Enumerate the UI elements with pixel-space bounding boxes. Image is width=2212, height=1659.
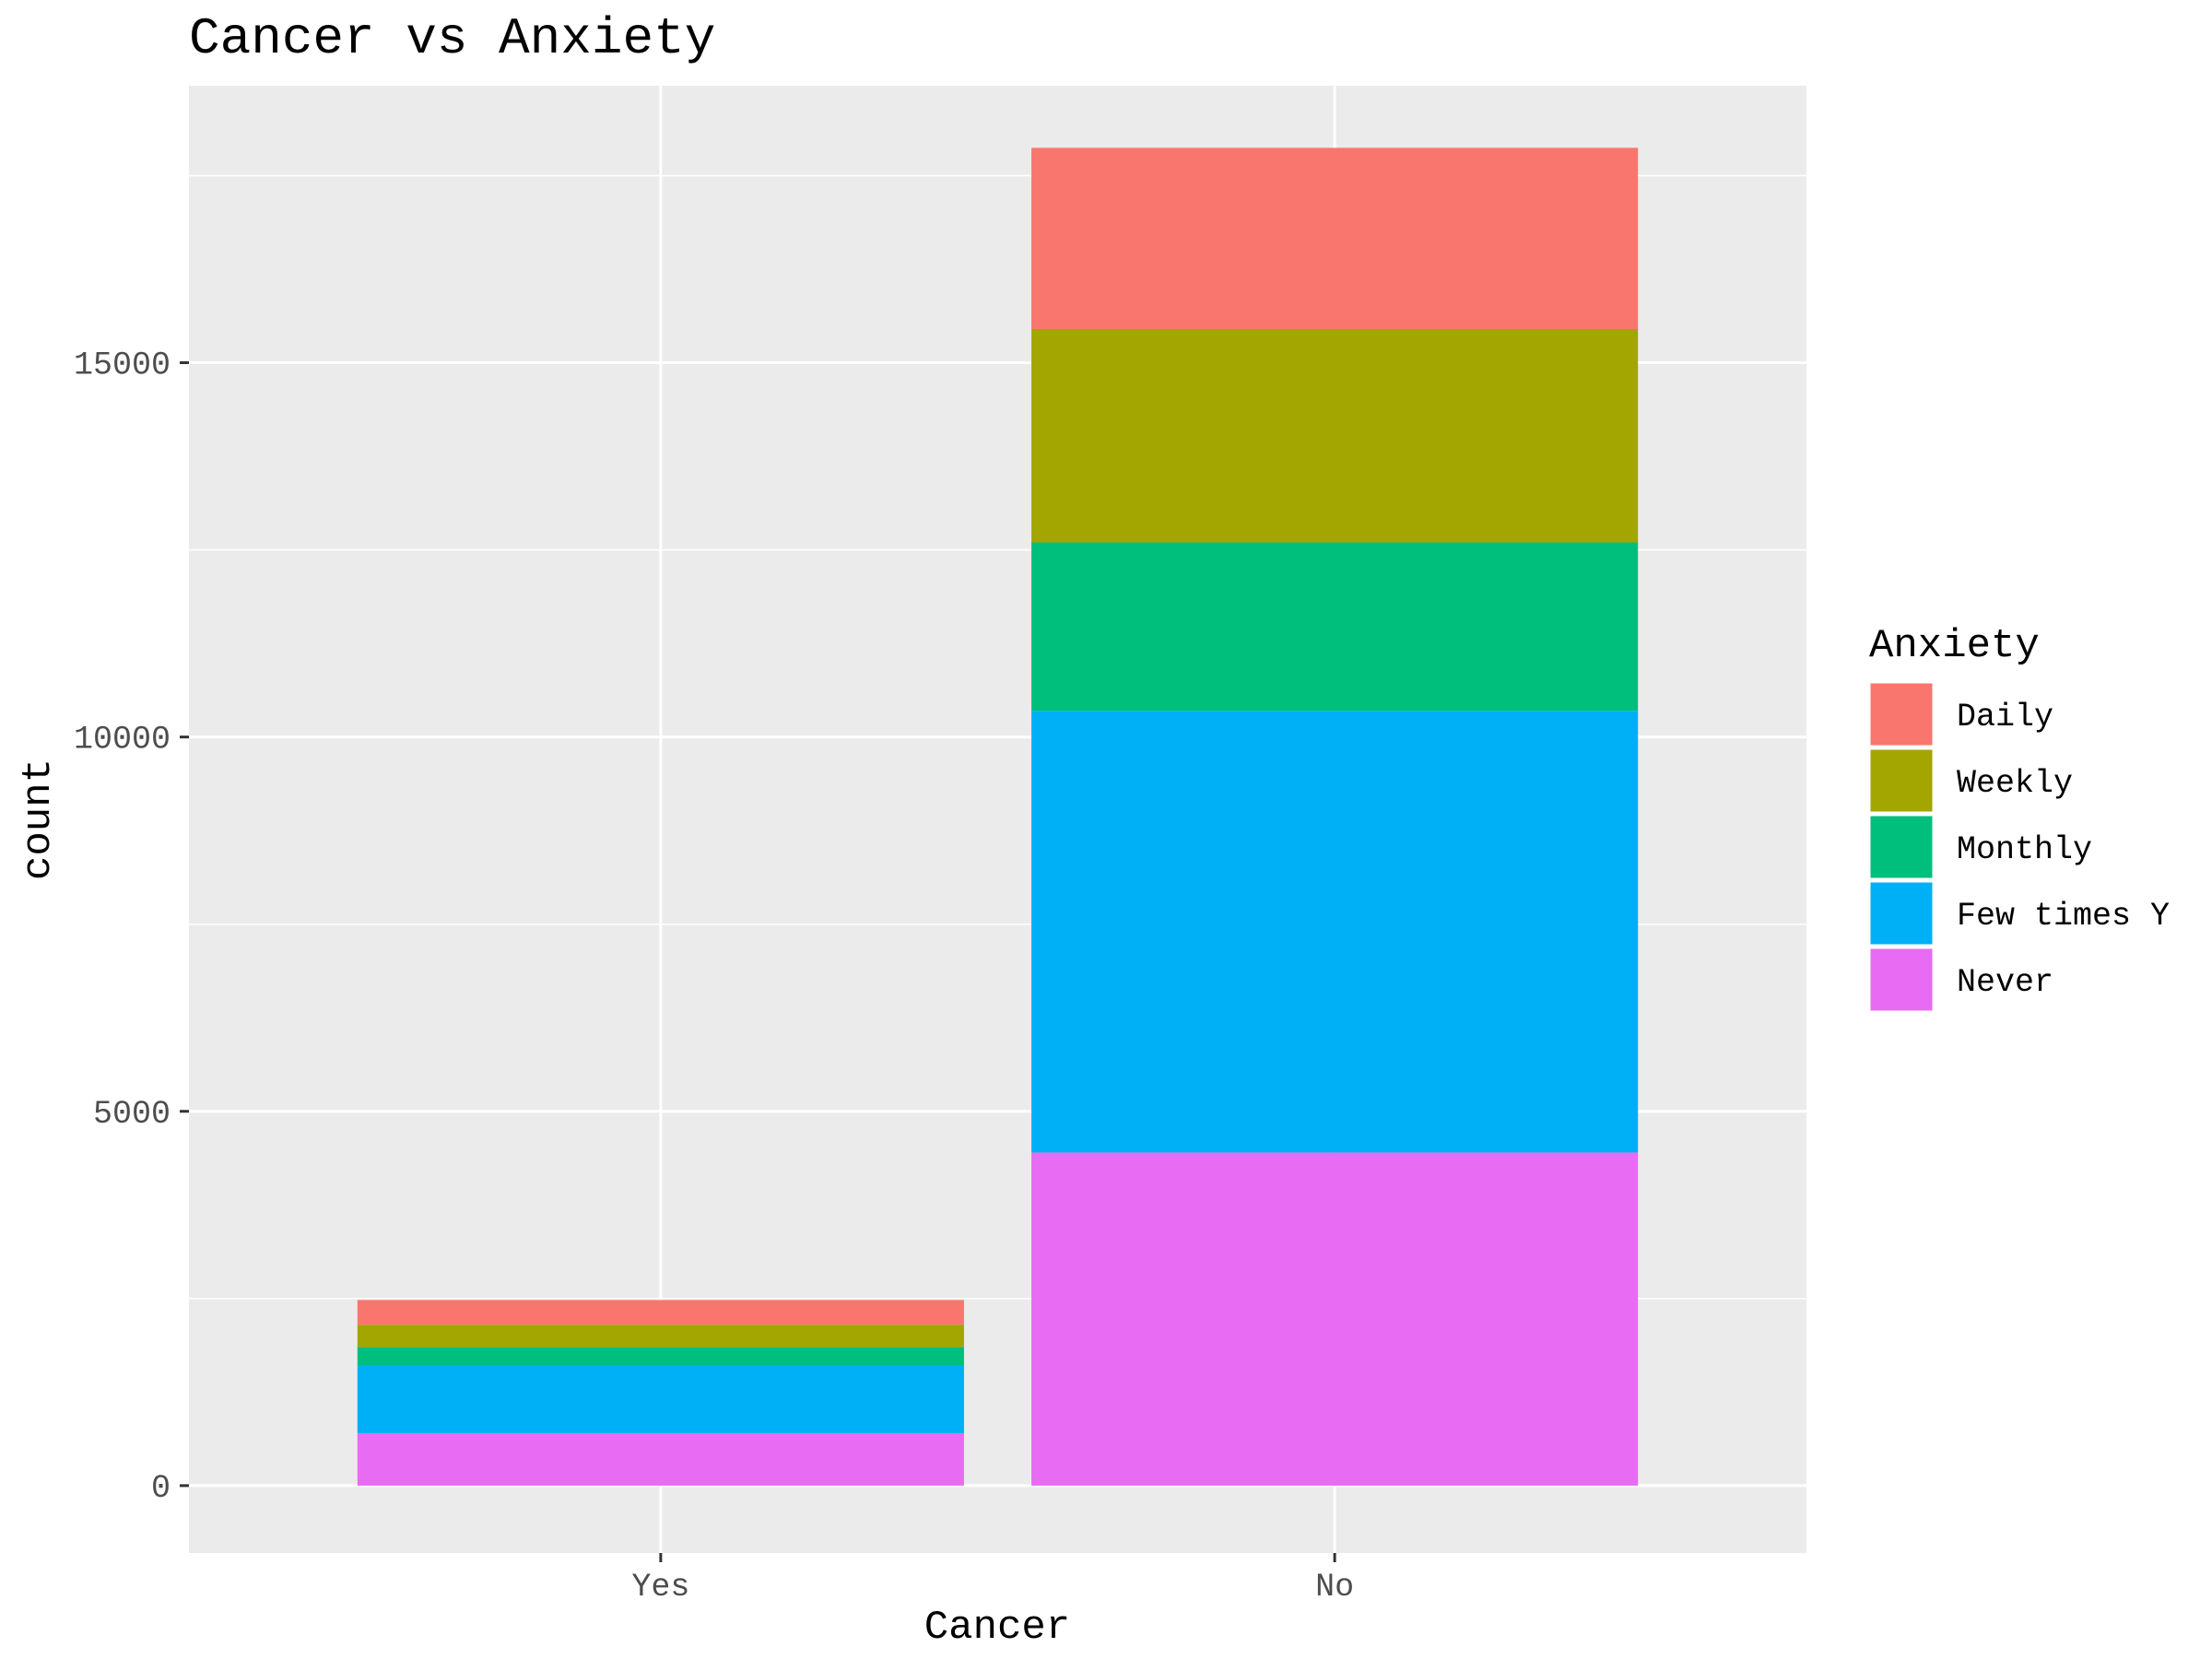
x-axis-title: Cancer: [924, 1605, 1070, 1651]
y-tick-label: 15000: [74, 347, 171, 384]
y-tick-label: 0: [151, 1470, 171, 1507]
x-tick-label: Yes: [631, 1569, 689, 1606]
legend-label: Never: [1957, 964, 2053, 1001]
legend-title: Anxiety: [1869, 623, 2040, 669]
y-axis-title: count: [16, 759, 62, 880]
legend-key-weekly: [1867, 747, 1936, 815]
y-tick-label: 10000: [74, 722, 171, 759]
legend-label: Daily: [1957, 699, 2053, 735]
x-axis: Yes No: [631, 1553, 1354, 1606]
y-tick-label: 5000: [93, 1096, 171, 1133]
y-axis: 0 5000 10000 15000: [74, 347, 189, 1507]
x-tick-label: No: [1315, 1569, 1354, 1606]
legend: Anxiety Daily Weekly Monthly Few times Y Nev…: [1867, 623, 2170, 1014]
legend-label: Few times Y: [1957, 898, 2170, 935]
legend-key-daily: [1867, 680, 1936, 748]
legend-label: Monthly: [1957, 831, 2092, 868]
bar-no-few-times-y: [1031, 711, 1639, 1153]
bar-yes-never: [357, 1433, 964, 1486]
bars: [357, 147, 1639, 1486]
bar-yes-few-times-y: [357, 1365, 964, 1434]
bar-no-never: [1031, 1152, 1639, 1486]
bar-yes-weekly: [357, 1324, 964, 1347]
bar-yes-daily: [357, 1300, 964, 1325]
legend-key-few-times-y: [1867, 879, 1936, 947]
bar-no-daily: [1031, 147, 1639, 329]
legend-key-never: [1867, 946, 1936, 1014]
bar-no-monthly: [1031, 542, 1639, 712]
bar-no-weekly: [1031, 328, 1639, 543]
chart-title: Cancer vs Anxiety: [189, 9, 715, 68]
legend-label: Weekly: [1957, 765, 2073, 802]
legend-key-monthly: [1867, 813, 1936, 881]
bar-yes-monthly: [357, 1347, 964, 1366]
